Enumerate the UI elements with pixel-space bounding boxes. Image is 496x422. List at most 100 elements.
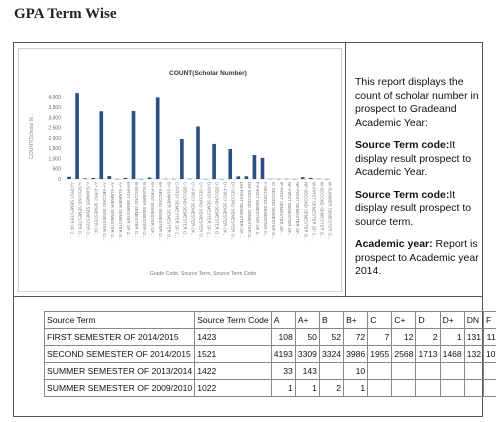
table-cell [484,363,496,380]
y-tick-label: 3,500 [48,105,61,111]
x-tick-label: B+-SECOND SEMESTER O... [158,182,163,240]
bar-chart: COUNT(Scholar Number)COUNT(Scholar N...4… [19,49,341,291]
x-tick-label: DN-FIRST SEMESTER OF... [239,182,244,237]
chart-bar [99,111,103,179]
chart-bar [132,111,136,179]
chart-bar [236,176,240,179]
table-cell: 3309 [295,346,319,363]
table-cell: SUMMER SEMESTER OF 2009/2010 [45,380,195,397]
table-cell: 10 [344,363,368,380]
table-header-cell: A+ [295,312,319,329]
table-cell [392,380,416,397]
table-header-cell: B [319,312,343,329]
table-header-cell: Source Term Code [195,312,272,329]
table-header-cell: C [368,312,392,329]
x-tick-label: C-FIRST SEMESTER OF 2... [174,182,179,238]
y-tick-label: 500 [53,167,62,173]
table-cell [484,380,496,397]
description-item: Source Term code:It display result prosp… [355,139,479,180]
table-cell: 50 [295,329,319,346]
chart-bar [180,139,184,179]
table-cell [416,380,440,397]
table-cell: 52 [319,329,343,346]
chart-bar [108,176,112,179]
table-cell: 1 [440,329,464,346]
x-tick-label: C-SECOND SEMESTER O... [182,182,187,238]
table-cell: SUMMER SEMESTER OF 2013/2014 [45,363,195,380]
x-tick-label: A+-SECOND SEMESTER O... [102,182,107,240]
table-cell: 132 [464,346,483,363]
table-header-cell: A [271,312,295,329]
table-cell [368,380,392,397]
description-intro-text: This report displays the count of schola… [355,76,479,129]
report-description: This report displays the count of schola… [355,76,479,288]
y-tick-label: 2,500 [48,126,61,132]
description-item: Academic year: Report is prospect to Aca… [355,238,479,279]
table-cell: 3324 [319,346,343,363]
description-item-label: Source Term code: [355,139,449,151]
chart-bar [301,177,305,179]
x-tick-label: D+-SECOND SEMESTER O... [231,182,236,240]
chart-bar [309,178,313,179]
x-tick-label: A-SUMMER SEMESTER O... [86,182,91,238]
frame-divider-vertical [345,42,346,296]
table-header-cell: D [416,312,440,329]
table-cell: 1713 [416,346,440,363]
description-item-label: Academic year: [355,238,433,250]
table-cell [319,363,343,380]
chart-bar [228,149,232,179]
x-tick-label: B+-SUMMER SEMESTER O... [166,182,171,241]
x-tick-label: A+-FIRST SEMESTER OF... [94,182,99,236]
x-tick-label: IP-FIRST SEMESTER OF... [279,182,284,235]
table-cell: 1032 [484,346,496,363]
chart-bar [83,178,87,179]
x-tick-label: B-FIRST SEMESTER OF 2... [126,182,131,238]
x-tick-label: F-SECOND SEMESTER O... [263,182,268,237]
table-cell: 143 [295,363,319,380]
chart-bar [91,178,95,179]
x-tick-label: C+-SECOND SEMESTER O... [199,182,204,240]
table-header-row: Source Term Source Term Code A A+ B B+ C C+ D D+ D… [45,312,496,329]
y-tick-label: 1,000 [48,156,61,162]
table-cell: 1 [271,380,295,397]
x-tick-label: NP-SECOND SEMESTER O... [303,182,308,241]
table-cell: 131 [464,329,483,346]
x-tick-label: A+-SUMMER SEMESTER O... [110,182,115,241]
table-cell: 1 [344,380,368,397]
x-tick-label: IC-SECOND SEMESTER O... [271,182,276,239]
y-tick-label: 3,000 [48,115,61,121]
x-tick-label: A+-SUMMER SEMESTER O... [118,182,123,241]
chart-title: COUNT(Scholar Number) [169,70,247,77]
table-cell: FIRST SEMESTER OF 2014/2015 [45,329,195,346]
x-axis-label: Grade Code, Source Term, Source Term Cod… [150,271,257,277]
table-cell: 1521 [195,346,272,363]
x-tick-label: D-SECOND SEMESTER O... [215,182,220,238]
x-tick-label: NP-FIRST SEMESTER OF... [295,182,300,237]
x-tick-label: C+-FIRST SEMESTER OF... [190,182,195,236]
table-cell: 2 [416,329,440,346]
table-cell: 1022 [195,380,272,397]
chart-bar [261,158,265,179]
x-tick-label: D+-FIRST SEMESTER OF... [223,182,228,236]
table-cell: 3986 [344,346,368,363]
y-tick-label: 1,500 [48,146,61,152]
table-cell: 12 [392,329,416,346]
description-item: Source Term code:It display result prosp… [355,189,479,230]
table-cell: 108 [271,329,295,346]
chart-bar [253,155,257,179]
chart-bar [196,126,200,179]
chart-bar [75,93,79,179]
table-cell: 1468 [440,346,464,363]
chart-bar [67,177,71,179]
table-cell: 1169 [484,329,496,346]
x-tick-label: DN-SECOND SEMESTER O... [247,182,252,241]
table-cell: 2568 [392,346,416,363]
table-cell [416,363,440,380]
grade-count-table: Source Term Source Term Code A A+ B B+ C C+ D D+ D… [44,311,496,397]
table-row: FIRST SEMESTER OF 2014/2015 1423 108 50 52 72… [45,329,496,346]
table-cell [368,363,392,380]
table-cell: 1 [295,380,319,397]
x-tick-label: NF-FIRST SEMESTER OF... [287,182,292,237]
x-tick-label: A-FIRST SEMESTER OF 2... [70,182,75,238]
chart-bar [156,97,160,179]
